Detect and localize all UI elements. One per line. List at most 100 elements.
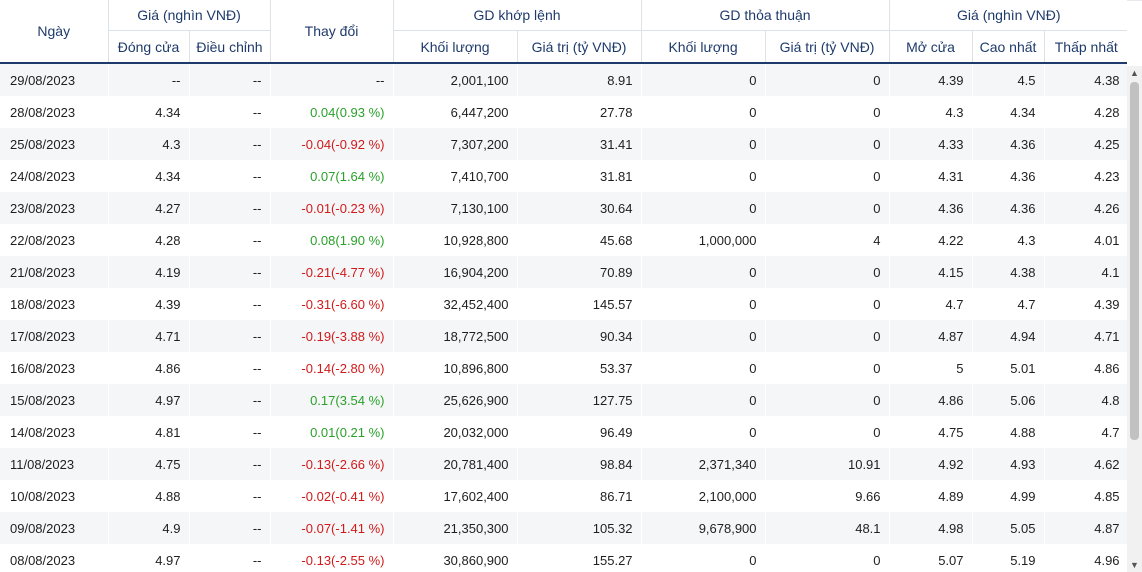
row-date: 25/08/2023 (0, 128, 109, 160)
header-matched-group: GD khớp lệnh (393, 0, 642, 31)
table-row[interactable]: 23/08/2023 4.27 -- -0.01(-0.23 %) 7,130,100 3… (0, 192, 1127, 224)
header-put-through-value[interactable]: Giá trị (tỷ VNĐ) (765, 30, 890, 64)
table-row[interactable]: 16/08/2023 4.86 -- -0.14(-2.80 %) 10,896,800… (0, 352, 1127, 384)
row-change: 0.08(1.90 %) (270, 224, 394, 256)
row-put-through-value: 0 (765, 192, 890, 224)
header-matched-value[interactable]: Giá trị (tỷ VNĐ) (517, 30, 642, 64)
row-put-through-value: 10.91 (765, 448, 890, 480)
table-row[interactable]: 25/08/2023 4.3 -- -0.04(-0.92 %) 7,307,200 31… (0, 128, 1127, 160)
header-change[interactable]: Thay đổi (270, 0, 394, 64)
header-put-through-volume[interactable]: Khối lượng (641, 30, 766, 64)
row-open: 4.15 (889, 256, 973, 288)
row-low: 4.86 (1044, 352, 1127, 384)
row-open: 4.39 (889, 63, 973, 96)
header-open[interactable]: Mở cửa (889, 30, 973, 64)
row-low: 4.38 (1044, 63, 1127, 96)
row-close: 4.27 (108, 192, 190, 224)
row-put-through-value: 0 (765, 320, 890, 352)
table-row[interactable]: 28/08/2023 4.34 -- 0.04(0.93 %) 6,447,200 27.… (0, 96, 1127, 128)
table-row[interactable]: 11/08/2023 4.75 -- -0.13(-2.66 %) 20,781,400… (0, 448, 1127, 480)
table-body: 29/08/2023 -- -- -- 2,001,100 8.91 0 0 4.39 4.5 4.… (0, 63, 1127, 572)
row-matched-value: 8.91 (517, 63, 642, 96)
scroll-up-icon[interactable]: ▲ (1130, 68, 1139, 78)
vertical-scrollbar[interactable]: ▲ ▼ (1127, 66, 1142, 572)
row-close: 4.81 (108, 416, 190, 448)
table-row[interactable]: 14/08/2023 4.81 -- 0.01(0.21 %) 20,032,000 96… (0, 416, 1127, 448)
row-put-through-volume: 0 (641, 352, 766, 384)
row-open: 4.31 (889, 160, 973, 192)
row-close: 4.71 (108, 320, 190, 352)
row-date: 09/08/2023 (0, 512, 109, 544)
row-close: 4.19 (108, 256, 190, 288)
row-adjusted: -- (189, 480, 271, 512)
row-change: -0.13(-2.55 %) (270, 544, 394, 572)
header-high[interactable]: Cao nhất (972, 30, 1045, 64)
header-price-group-2: Giá (nghìn VNĐ) (889, 0, 1127, 31)
table-row[interactable]: 08/08/2023 4.97 -- -0.13(-2.55 %) 30,860,900… (0, 544, 1127, 572)
row-open: 4.33 (889, 128, 973, 160)
row-put-through-volume: 2,371,340 (641, 448, 766, 480)
row-date: 28/08/2023 (0, 96, 109, 128)
row-matched-volume: 2,001,100 (393, 63, 518, 96)
row-matched-volume: 7,307,200 (393, 128, 518, 160)
row-matched-volume: 10,896,800 (393, 352, 518, 384)
row-close: 4.97 (108, 544, 190, 572)
row-change: -0.31(-6.60 %) (270, 288, 394, 320)
table-row[interactable]: 22/08/2023 4.28 -- 0.08(1.90 %) 10,928,800 45… (0, 224, 1127, 256)
table-row[interactable]: 15/08/2023 4.97 -- 0.17(3.54 %) 25,626,900 12… (0, 384, 1127, 416)
row-matched-value: 96.49 (517, 416, 642, 448)
header-low[interactable]: Thấp nhất (1044, 30, 1127, 64)
row-open: 4.89 (889, 480, 973, 512)
header-adjusted[interactable]: Điều chỉnh (189, 30, 271, 64)
row-put-through-value: 0 (765, 256, 890, 288)
row-put-through-volume: 0 (641, 128, 766, 160)
table-row[interactable]: 29/08/2023 -- -- -- 2,001,100 8.91 0 0 4.39 4.5 4.… (0, 63, 1127, 96)
row-put-through-volume: 0 (641, 544, 766, 572)
row-close: 4.9 (108, 512, 190, 544)
row-high: 4.36 (972, 160, 1045, 192)
table-row[interactable]: 17/08/2023 4.71 -- -0.19(-3.88 %) 18,772,500… (0, 320, 1127, 352)
scrollbar-thumb[interactable] (1130, 82, 1139, 440)
row-low: 4.71 (1044, 320, 1127, 352)
row-put-through-volume: 0 (641, 192, 766, 224)
row-put-through-volume: 0 (641, 96, 766, 128)
table-row[interactable]: 24/08/2023 4.34 -- 0.07(1.64 %) 7,410,700 31.… (0, 160, 1127, 192)
row-put-through-volume: 2,100,000 (641, 480, 766, 512)
row-adjusted: -- (189, 544, 271, 572)
table-row[interactable]: 18/08/2023 4.39 -- -0.31(-6.60 %) 32,452,400… (0, 288, 1127, 320)
row-matched-volume: 10,928,800 (393, 224, 518, 256)
row-low: 4.25 (1044, 128, 1127, 160)
row-matched-value: 90.34 (517, 320, 642, 352)
row-change: -0.01(-0.23 %) (270, 192, 394, 224)
table-row[interactable]: 09/08/2023 4.9 -- -0.07(-1.41 %) 21,350,300 1… (0, 512, 1127, 544)
header-date[interactable]: Ngày (0, 0, 109, 64)
row-date: 21/08/2023 (0, 256, 109, 288)
row-adjusted: -- (189, 224, 271, 256)
row-adjusted: -- (189, 416, 271, 448)
table-row[interactable]: 10/08/2023 4.88 -- -0.02(-0.41 %) 17,602,400… (0, 480, 1127, 512)
row-matched-volume: 20,781,400 (393, 448, 518, 480)
row-close: 4.75 (108, 448, 190, 480)
header-price-group: Giá (nghìn VNĐ) (108, 0, 271, 31)
row-close: 4.97 (108, 384, 190, 416)
row-low: 4.62 (1044, 448, 1127, 480)
row-matched-volume: 25,626,900 (393, 384, 518, 416)
row-date: 10/08/2023 (0, 480, 109, 512)
row-adjusted: -- (189, 96, 271, 128)
row-close: 4.39 (108, 288, 190, 320)
row-open: 4.75 (889, 416, 973, 448)
row-matched-value: 70.89 (517, 256, 642, 288)
row-matched-value: 30.64 (517, 192, 642, 224)
header-close[interactable]: Đóng cửa (108, 30, 190, 64)
row-matched-volume: 16,904,200 (393, 256, 518, 288)
row-matched-volume: 20,032,000 (393, 416, 518, 448)
row-open: 4.3 (889, 96, 973, 128)
scroll-down-icon[interactable]: ▼ (1130, 560, 1139, 570)
table-row[interactable]: 21/08/2023 4.19 -- -0.21(-4.77 %) 16,904,200… (0, 256, 1127, 288)
row-adjusted: -- (189, 448, 271, 480)
header-matched-volume[interactable]: Khối lượng (393, 30, 518, 64)
row-close: 4.34 (108, 96, 190, 128)
row-matched-volume: 21,350,300 (393, 512, 518, 544)
